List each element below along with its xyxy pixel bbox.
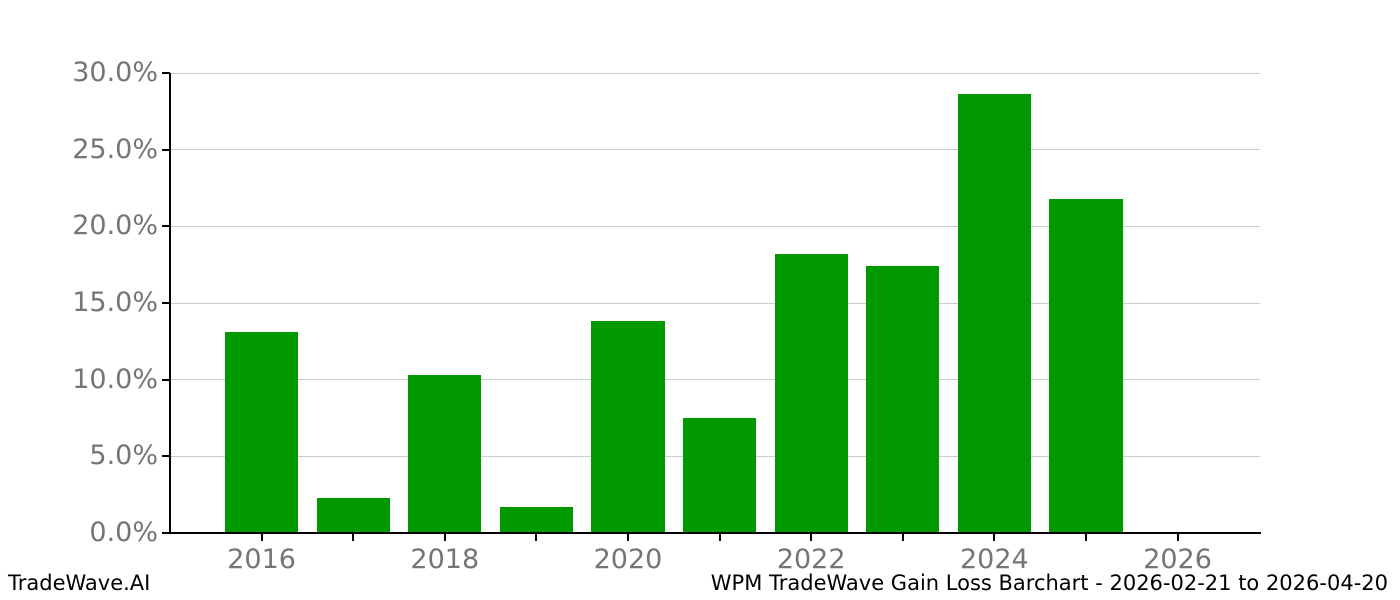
- y-tick-label: 15.0%: [72, 287, 158, 318]
- gridline: [170, 149, 1260, 151]
- y-tick-label: 30.0%: [72, 57, 158, 88]
- y-tick: [162, 532, 170, 534]
- x-tick: [901, 533, 904, 541]
- x-axis: 2016 2018 2020 2022 2024 2026: [0, 533, 1400, 600]
- x-tick-label: 2016: [227, 544, 296, 575]
- x-tick: [352, 533, 355, 541]
- y-tick: [162, 302, 170, 304]
- x-tick-label: 2020: [593, 544, 663, 575]
- bar-2021: [682, 418, 757, 533]
- y-tick: [162, 455, 170, 458]
- plot-area: [170, 72, 1260, 533]
- y-tick: [162, 72, 170, 74]
- bar-2025: [1049, 198, 1123, 533]
- brand-text: TradeWave.AI: [8, 571, 151, 595]
- x-tick-label: 2018: [410, 544, 480, 575]
- y-axis: 0.0% 5.0% 10.0% 15.0% 20.0% 25.0% 30.0%: [0, 57, 170, 548]
- bar-2023: [866, 266, 940, 533]
- x-tick: [443, 533, 446, 541]
- x-tick-label: 2026: [1143, 544, 1212, 575]
- y-tick-label: 5.0%: [89, 440, 158, 472]
- x-tick: [993, 533, 996, 541]
- bar-2016: [224, 332, 299, 533]
- x-tick: [535, 533, 538, 541]
- y-axis-spine: [169, 73, 171, 534]
- gridline: [170, 72, 1260, 74]
- x-tick: [260, 533, 263, 541]
- bar-2019: [499, 506, 573, 533]
- x-tick: [810, 533, 813, 541]
- y-tick-label: 10.0%: [72, 363, 158, 395]
- x-axis-spine: [169, 532, 1261, 534]
- x-tick: [718, 533, 721, 541]
- gridline: [170, 379, 1260, 381]
- x-tick: [1084, 533, 1087, 541]
- bar-2022: [774, 253, 848, 533]
- y-tick-label: 0.0%: [89, 517, 158, 548]
- bar-2024: [957, 94, 1031, 533]
- gridline: [170, 302, 1260, 304]
- bar-2018: [408, 375, 482, 533]
- gridline: [170, 225, 1260, 227]
- x-tick-label: 2022: [776, 544, 846, 575]
- bar-2020: [591, 321, 665, 533]
- y-tick: [162, 378, 170, 381]
- x-tick: [1176, 533, 1179, 541]
- x-tick-label: 2024: [960, 544, 1029, 575]
- y-tick-label: 20.0%: [72, 210, 158, 242]
- y-tick: [162, 148, 170, 151]
- x-tick: [626, 533, 629, 541]
- y-tick: [162, 225, 170, 228]
- chart-title: WPM TradeWave Gain Loss Barchart - 2026-…: [710, 571, 1388, 595]
- y-tick-label: 25.0%: [72, 133, 158, 165]
- bar-2017: [316, 497, 390, 533]
